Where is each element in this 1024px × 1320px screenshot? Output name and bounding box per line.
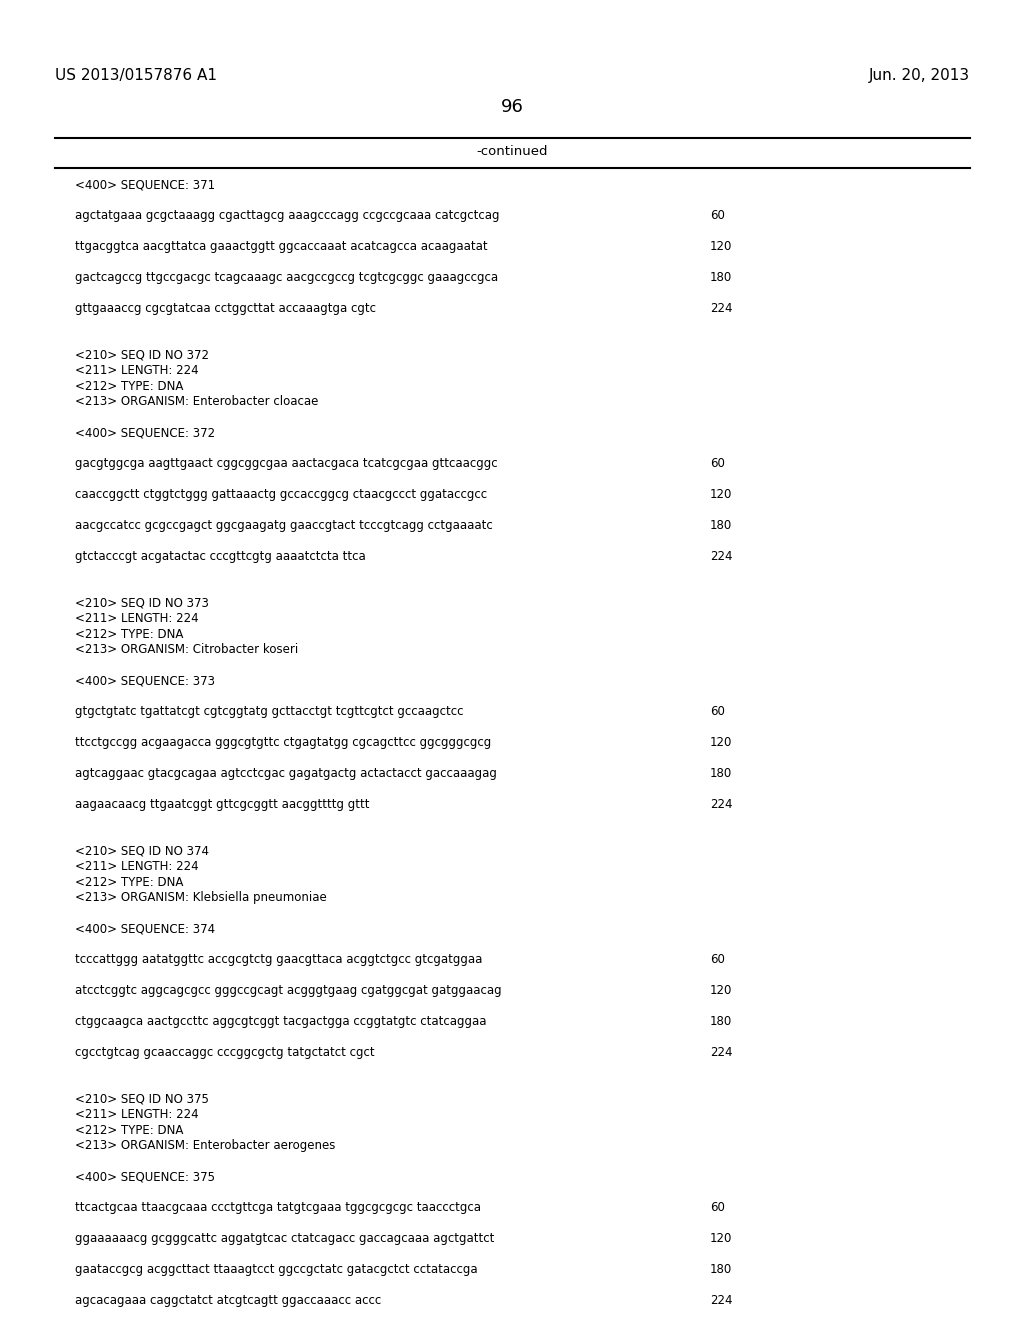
Text: ttgacggtca aacgttatca gaaactggtt ggcaccaaat acatcagcca acaagaatat: ttgacggtca aacgttatca gaaactggtt ggcacca… <box>75 240 487 253</box>
Text: <212> TYPE: DNA: <212> TYPE: DNA <box>75 1123 183 1137</box>
Text: <211> LENGTH: 224: <211> LENGTH: 224 <box>75 364 199 378</box>
Text: <211> LENGTH: 224: <211> LENGTH: 224 <box>75 1107 199 1121</box>
Text: gtctacccgt acgatactac cccgttcgtg aaaatctcta ttca: gtctacccgt acgatactac cccgttcgtg aaaatct… <box>75 550 366 564</box>
Text: 224: 224 <box>710 1294 732 1307</box>
Text: <210> SEQ ID NO 375: <210> SEQ ID NO 375 <box>75 1093 209 1106</box>
Text: <400> SEQUENCE: 372: <400> SEQUENCE: 372 <box>75 426 215 440</box>
Text: -continued: -continued <box>476 145 548 158</box>
Text: <213> ORGANISM: Enterobacter cloacae: <213> ORGANISM: Enterobacter cloacae <box>75 395 318 408</box>
Text: <211> LENGTH: 224: <211> LENGTH: 224 <box>75 861 199 873</box>
Text: 180: 180 <box>710 519 732 532</box>
Text: gacgtggcga aagttgaact cggcggcgaa aactacgaca tcatcgcgaa gttcaacggc: gacgtggcga aagttgaact cggcggcgaa aactacg… <box>75 457 498 470</box>
Text: ttcctgccgg acgaagacca gggcgtgttc ctgagtatgg cgcagcttcc ggcgggcgcg: ttcctgccgg acgaagacca gggcgtgttc ctgagta… <box>75 737 492 748</box>
Text: ttcactgcaa ttaacgcaaa ccctgttcga tatgtcgaaa tggcgcgcgc taaccctgca: ttcactgcaa ttaacgcaaa ccctgttcga tatgtcg… <box>75 1201 481 1214</box>
Text: 120: 120 <box>710 488 732 502</box>
Text: gaataccgcg acggcttact ttaaagtcct ggccgctatc gatacgctct cctataccga: gaataccgcg acggcttact ttaaagtcct ggccgct… <box>75 1263 477 1276</box>
Text: tcccattggg aatatggttc accgcgtctg gaacgttaca acggtctgcc gtcgatggaa: tcccattggg aatatggttc accgcgtctg gaacgtt… <box>75 953 482 966</box>
Text: US 2013/0157876 A1: US 2013/0157876 A1 <box>55 69 217 83</box>
Text: gttgaaaccg cgcgtatcaa cctggcttat accaaagtga cgtc: gttgaaaccg cgcgtatcaa cctggcttat accaaag… <box>75 302 376 315</box>
Text: 120: 120 <box>710 1232 732 1245</box>
Text: ctggcaagca aactgccttc aggcgtcggt tacgactgga ccggtatgtc ctatcaggaa: ctggcaagca aactgccttc aggcgtcggt tacgact… <box>75 1015 486 1028</box>
Text: agcacagaaa caggctatct atcgtcagtt ggaccaaacc accc: agcacagaaa caggctatct atcgtcagtt ggaccaa… <box>75 1294 381 1307</box>
Text: <213> ORGANISM: Citrobacter koseri: <213> ORGANISM: Citrobacter koseri <box>75 643 298 656</box>
Text: 120: 120 <box>710 240 732 253</box>
Text: <212> TYPE: DNA: <212> TYPE: DNA <box>75 627 183 640</box>
Text: <212> TYPE: DNA: <212> TYPE: DNA <box>75 380 183 392</box>
Text: 60: 60 <box>710 1201 725 1214</box>
Text: 180: 180 <box>710 1015 732 1028</box>
Text: Jun. 20, 2013: Jun. 20, 2013 <box>869 69 970 83</box>
Text: 60: 60 <box>710 705 725 718</box>
Text: <400> SEQUENCE: 371: <400> SEQUENCE: 371 <box>75 178 215 191</box>
Text: 120: 120 <box>710 737 732 748</box>
Text: <400> SEQUENCE: 373: <400> SEQUENCE: 373 <box>75 675 215 686</box>
Text: gactcagccg ttgccgacgc tcagcaaagc aacgccgccg tcgtcgcggc gaaagccgca: gactcagccg ttgccgacgc tcagcaaagc aacgccg… <box>75 271 498 284</box>
Text: <212> TYPE: DNA: <212> TYPE: DNA <box>75 875 183 888</box>
Text: 224: 224 <box>710 550 732 564</box>
Text: <210> SEQ ID NO 374: <210> SEQ ID NO 374 <box>75 845 209 858</box>
Text: <400> SEQUENCE: 374: <400> SEQUENCE: 374 <box>75 921 215 935</box>
Text: agctatgaaa gcgctaaagg cgacttagcg aaagcccagg ccgccgcaaa catcgctcag: agctatgaaa gcgctaaagg cgacttagcg aaagccc… <box>75 209 500 222</box>
Text: agtcaggaac gtacgcagaa agtcctcgac gagatgactg actactacct gaccaaagag: agtcaggaac gtacgcagaa agtcctcgac gagatga… <box>75 767 497 780</box>
Text: aagaacaacg ttgaatcggt gttcgcggtt aacggttttg gttt: aagaacaacg ttgaatcggt gttcgcggtt aacggtt… <box>75 799 370 810</box>
Text: 60: 60 <box>710 953 725 966</box>
Text: <210> SEQ ID NO 373: <210> SEQ ID NO 373 <box>75 597 209 610</box>
Text: <213> ORGANISM: Enterobacter aerogenes: <213> ORGANISM: Enterobacter aerogenes <box>75 1139 336 1152</box>
Text: 180: 180 <box>710 767 732 780</box>
Text: caaccggctt ctggtctggg gattaaactg gccaccggcg ctaacgccct ggataccgcc: caaccggctt ctggtctggg gattaaactg gccaccg… <box>75 488 487 502</box>
Text: 180: 180 <box>710 271 732 284</box>
Text: <211> LENGTH: 224: <211> LENGTH: 224 <box>75 612 199 624</box>
Text: 96: 96 <box>501 98 523 116</box>
Text: cgcctgtcag gcaaccaggc cccggcgctg tatgctatct cgct: cgcctgtcag gcaaccaggc cccggcgctg tatgcta… <box>75 1045 375 1059</box>
Text: 224: 224 <box>710 799 732 810</box>
Text: <210> SEQ ID NO 372: <210> SEQ ID NO 372 <box>75 348 209 362</box>
Text: <213> ORGANISM: Klebsiella pneumoniae: <213> ORGANISM: Klebsiella pneumoniae <box>75 891 327 904</box>
Text: 180: 180 <box>710 1263 732 1276</box>
Text: <400> SEQUENCE: 375: <400> SEQUENCE: 375 <box>75 1170 215 1183</box>
Text: gtgctgtatc tgattatcgt cgtcggtatg gcttacctgt tcgttcgtct gccaagctcc: gtgctgtatc tgattatcgt cgtcggtatg gcttacc… <box>75 705 464 718</box>
Text: aacgccatcc gcgccgagct ggcgaagatg gaaccgtact tcccgtcagg cctgaaaatc: aacgccatcc gcgccgagct ggcgaagatg gaaccgt… <box>75 519 493 532</box>
Text: 60: 60 <box>710 457 725 470</box>
Text: 60: 60 <box>710 209 725 222</box>
Text: 120: 120 <box>710 983 732 997</box>
Text: ggaaaaaacg gcgggcattc aggatgtcac ctatcagacc gaccagcaaa agctgattct: ggaaaaaacg gcgggcattc aggatgtcac ctatcag… <box>75 1232 495 1245</box>
Text: 224: 224 <box>710 302 732 315</box>
Text: 224: 224 <box>710 1045 732 1059</box>
Text: atcctcggtc aggcagcgcc gggccgcagt acgggtgaag cgatggcgat gatggaacag: atcctcggtc aggcagcgcc gggccgcagt acgggtg… <box>75 983 502 997</box>
